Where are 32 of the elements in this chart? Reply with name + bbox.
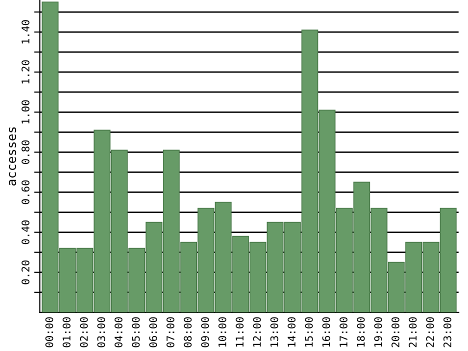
x-tick-label: 08:00 (184, 317, 192, 348)
x-tick-label: 21:00 (408, 317, 417, 348)
x-tick-label: 04:00 (114, 317, 122, 348)
x-tick-label: 12:00 (253, 317, 261, 347)
x-tick-label: 19:00 (374, 317, 382, 347)
x-tick-label: 16:00 (322, 317, 330, 347)
x-tick-label: 20:00 (392, 317, 400, 348)
x-tick-label: 18:00 (356, 317, 365, 347)
x-tick-label: 00:00 (45, 317, 54, 348)
x-tick-label: 02:00 (80, 317, 88, 348)
x-tick-label: 10:00 (218, 317, 226, 347)
x-tick-label: 11:00 (236, 317, 244, 347)
x-tick-label: 14:00 (288, 317, 296, 347)
x-tick-label: 15:00 (304, 317, 313, 347)
y-tick-label: 0.40 (22, 220, 30, 244)
x-tick-label: 22:00 (426, 317, 434, 348)
x-tick-label: 07:00 (166, 317, 174, 348)
y-tick-label: 0.20 (22, 260, 30, 284)
x-tick-label: 05:00 (132, 317, 140, 348)
y-tick-label: 0.60 (22, 180, 30, 204)
x-tick-label: 13:00 (270, 317, 278, 347)
x-tick-label: 03:00 (97, 317, 106, 348)
x-tick-label: 09:00 (201, 317, 209, 348)
y-tick-label: 1.20 (22, 60, 30, 84)
x-tick-label: 17:00 (340, 317, 348, 347)
x-tick-label: 23:00 (443, 317, 452, 348)
y-tick-label: 1.00 (22, 100, 30, 124)
y-tick-label: 1.40 (22, 20, 30, 44)
x-tick-label: 06:00 (149, 317, 158, 348)
y-axis-title: accesses (8, 127, 16, 186)
y-tick-label: 0.80 (22, 140, 30, 164)
x-tick-label: 01:00 (62, 317, 71, 348)
